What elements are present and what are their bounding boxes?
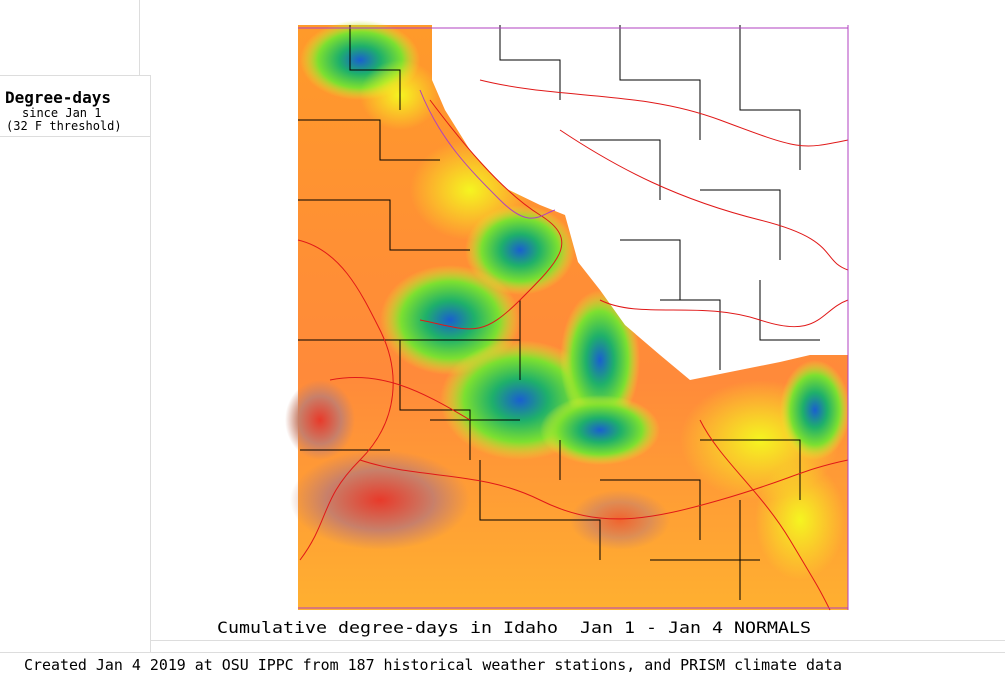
legend-threshold: (32 F threshold) [6,119,122,133]
legend-frame [0,0,1005,653]
map [285,20,850,611]
legend-subtitle: since Jan 1 [22,106,101,120]
footer-credit: Created Jan 4 2019 at OSU IPPC from 187 … [24,656,842,674]
map-caption: Cumulative degree-days in Idaho Jan 1 - … [217,618,811,637]
legend-title: Degree-days [5,88,111,107]
